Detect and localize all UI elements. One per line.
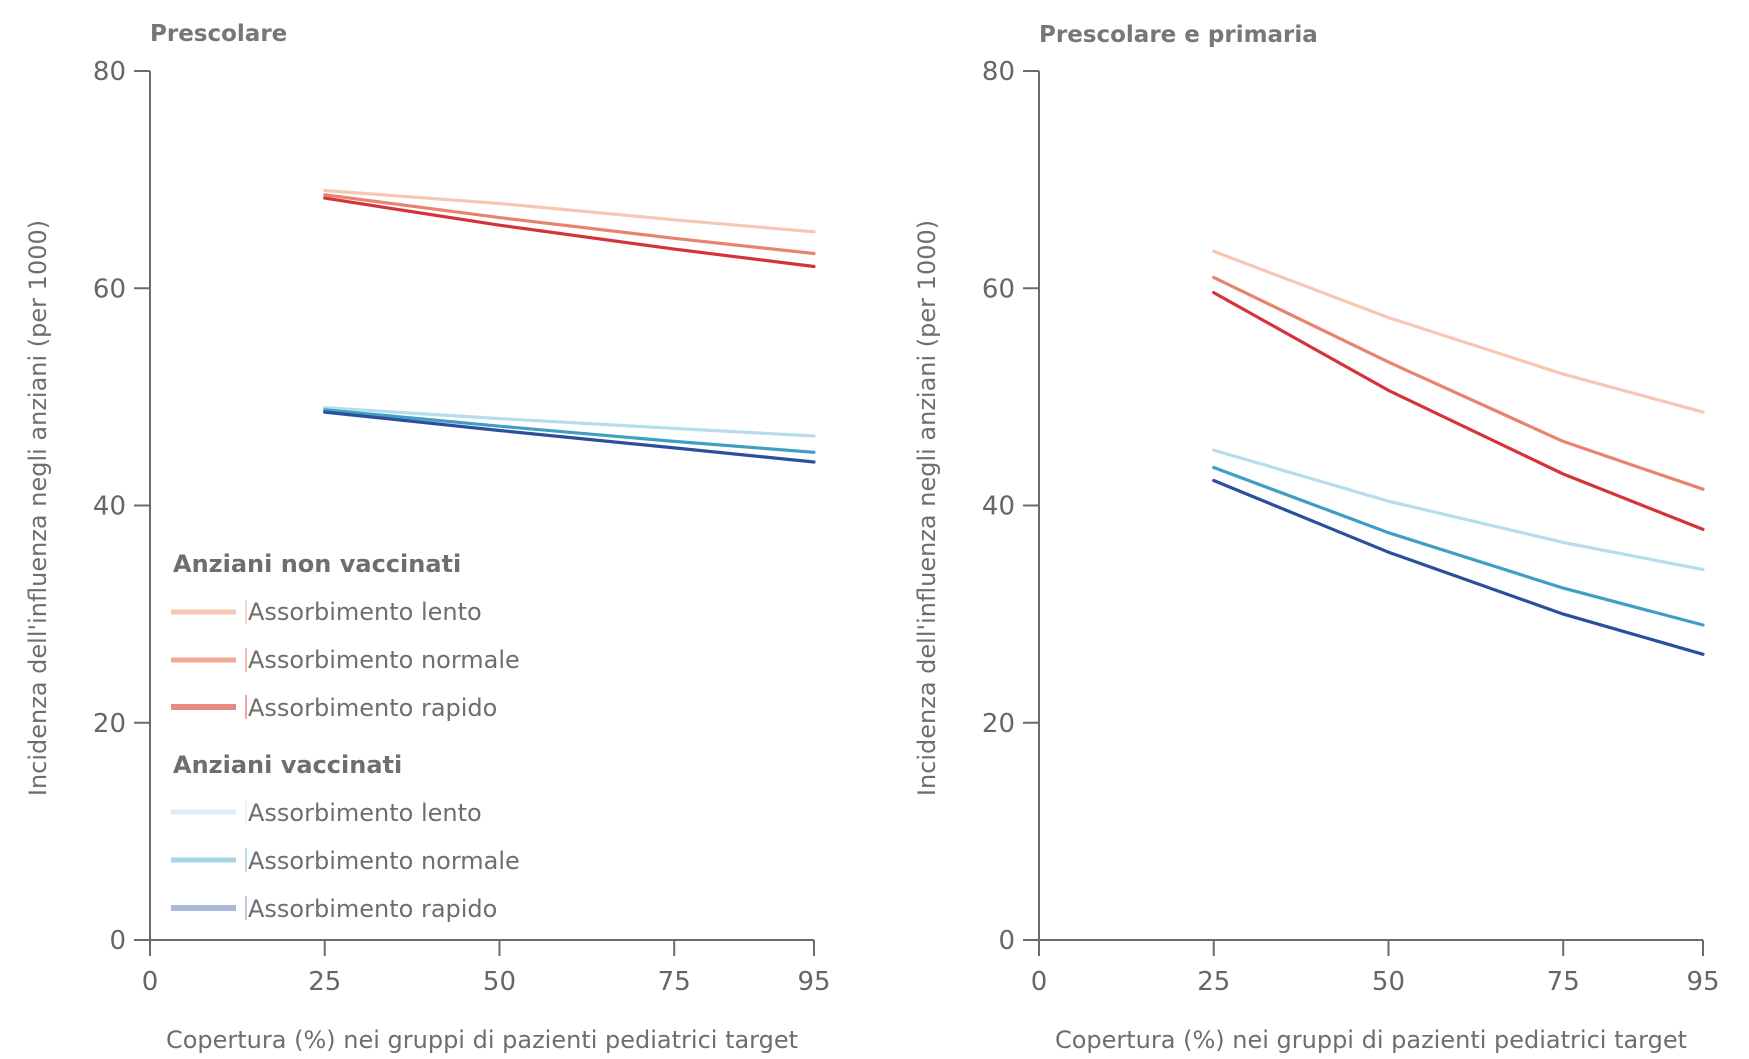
legend-group-title-vaccinated: Anziani vaccinati <box>173 751 402 779</box>
y-axis-title: Incidenza dell'influenza negli anziani (… <box>24 220 52 796</box>
series-lines <box>1212 249 1705 656</box>
y-tick-label: 80 <box>93 57 126 87</box>
series-line-vaccinated-fast <box>1212 478 1705 656</box>
y-tick-label: 0 <box>109 926 126 956</box>
series-line-vaccinated-normal <box>323 408 816 454</box>
series-line-vaccinated-slow <box>323 406 816 438</box>
y-tick-label: 40 <box>982 492 1015 522</box>
legend: Anziani non vaccinati Assorbimento lento… <box>171 550 520 923</box>
series-lines <box>323 188 816 464</box>
series-line-unvaccinated-slow <box>1212 249 1705 414</box>
x-tick-label: 95 <box>1686 967 1719 997</box>
series-line-unvaccinated-slow <box>323 188 816 234</box>
series-line-unvaccinated-fast <box>323 196 816 269</box>
legend-label-vaccinated-slow: Assorbimento lento <box>248 799 482 827</box>
series-line-unvaccinated-normal <box>323 193 816 256</box>
x-tick-label: 50 <box>1372 967 1405 997</box>
legend-group-title-unvaccinated: Anziani non vaccinati <box>173 550 461 578</box>
legend-label-unvaccinated-normal: Assorbimento normale <box>248 646 520 674</box>
panel-prescolare: Prescolare Incidenza dell'influenza negl… <box>24 21 831 1054</box>
legend-label-vaccinated-normal: Assorbimento normale <box>248 847 520 875</box>
x-tick-label: 75 <box>658 967 691 997</box>
y-tick-label: 0 <box>998 926 1015 956</box>
y-tick-label: 80 <box>982 57 1015 87</box>
y-tick-label: 60 <box>982 274 1015 304</box>
x-tick-label: 0 <box>1031 967 1048 997</box>
panel-title: Prescolare e primaria <box>1039 22 1318 48</box>
axes: 0 20 40 60 80 0 25 50 75 95 <box>982 57 1720 997</box>
x-tick-label: 25 <box>1197 967 1230 997</box>
series-line-vaccinated-fast <box>323 410 816 464</box>
legend-label-vaccinated-fast: Assorbimento rapido <box>248 895 497 923</box>
series-line-unvaccinated-fast <box>1212 291 1705 532</box>
series-line-unvaccinated-normal <box>1212 275 1705 491</box>
legend-label-unvaccinated-fast: Assorbimento rapido <box>248 694 497 722</box>
series-line-vaccinated-normal <box>1212 465 1705 627</box>
x-tick-label: 50 <box>483 967 516 997</box>
series-line-vaccinated-slow <box>1212 448 1705 572</box>
x-tick-label: 25 <box>308 967 341 997</box>
x-tick-label: 95 <box>797 967 830 997</box>
y-axis-title: Incidenza dell'influenza negli anziani (… <box>913 220 941 796</box>
x-axis-title: Copertura (%) nei gruppi di pazienti ped… <box>166 1026 798 1054</box>
panel-prescolare-e-primaria: Prescolare e primaria Incidenza dell'inf… <box>913 22 1720 1054</box>
x-axis-title: Copertura (%) nei gruppi di pazienti ped… <box>1055 1026 1687 1054</box>
x-tick-label: 75 <box>1547 967 1580 997</box>
y-tick-label: 40 <box>93 492 126 522</box>
y-tick-label: 20 <box>93 709 126 739</box>
x-tick-label: 0 <box>142 967 159 997</box>
y-tick-label: 20 <box>982 709 1015 739</box>
panel-title: Prescolare <box>150 21 287 47</box>
y-tick-label: 60 <box>93 274 126 304</box>
legend-label-unvaccinated-slow: Assorbimento lento <box>248 598 482 626</box>
axes: 0 20 40 60 80 0 25 50 75 95 <box>93 57 831 997</box>
